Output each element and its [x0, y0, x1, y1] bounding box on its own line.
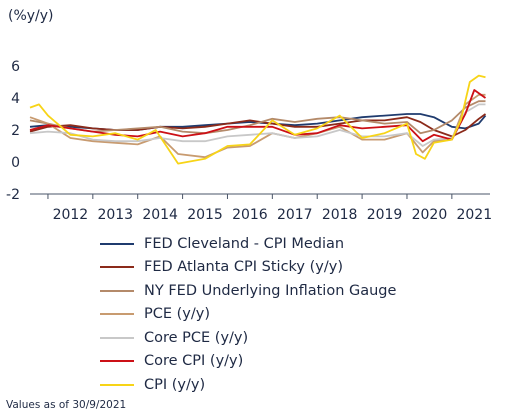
legend-item: NY FED Underlying Inflation Gauge [100, 279, 396, 303]
legend-swatch [100, 289, 134, 292]
series-line-3 [29, 100, 486, 135]
legend-label: Core PCE (y/y) [144, 329, 249, 346]
x-tick-label: 2020 [412, 207, 448, 223]
legend-label: PCE (y/y) [144, 306, 211, 323]
y-axis-ticks: -2 0 2 4 6 [6, 59, 20, 203]
legend-swatch [100, 266, 134, 269]
legend-label: Core CPI (y/y) [144, 353, 244, 370]
y-tick-label: 4 [11, 91, 20, 107]
x-tick-label: 2013 [97, 207, 133, 223]
legend-item: Core PCE (y/y) [100, 326, 396, 350]
legend-label: FED Atlanta CPI Sticky (y/y) [144, 259, 343, 276]
x-tick-label: 2015 [187, 207, 223, 223]
series-lines [29, 74, 487, 165]
x-tick-label: 2019 [367, 207, 403, 223]
legend-item: CPI (y/y) [100, 373, 396, 397]
y-tick-label: 0 [11, 155, 20, 171]
chart-legend: FED Cleveland - CPI Median FED Atlanta CP… [100, 232, 396, 397]
series-line-7 [29, 74, 486, 165]
legend-item: FED Atlanta CPI Sticky (y/y) [100, 256, 396, 280]
y-tick-label: -2 [6, 187, 20, 203]
legend-swatch [100, 336, 134, 339]
series-line-5 [29, 103, 486, 147]
y-axis-unit-label: (%y/y) [8, 8, 54, 24]
y-tick-label: 6 [11, 59, 20, 75]
footnote: Values as of 30/9/2021 [6, 399, 127, 411]
x-tick-label: 2014 [142, 207, 178, 223]
legend-swatch [100, 242, 134, 245]
legend-item: FED Cleveland - CPI Median [100, 232, 396, 256]
x-tick-label: 2017 [277, 207, 313, 223]
legend-swatch [100, 313, 134, 316]
legend-item: PCE (y/y) [100, 303, 396, 327]
x-tick-label: 2021 [456, 207, 492, 223]
legend-item: Core CPI (y/y) [100, 350, 396, 374]
x-tick-label: 2018 [322, 207, 358, 223]
x-axis-ticks: 2012 2013 2014 2015 2016 2017 2018 2019 2020 2021 [47, 194, 492, 223]
legend-label: FED Cleveland - CPI Median [144, 235, 345, 252]
x-tick-label: 2016 [232, 207, 268, 223]
legend-label: NY FED Underlying Inflation Gauge [144, 282, 397, 299]
x-tick-label: 2012 [53, 207, 89, 223]
legend-swatch [100, 383, 134, 386]
legend-label: CPI (y/y) [144, 376, 206, 393]
y-tick-label: 2 [11, 123, 20, 139]
legend-swatch [100, 360, 134, 363]
